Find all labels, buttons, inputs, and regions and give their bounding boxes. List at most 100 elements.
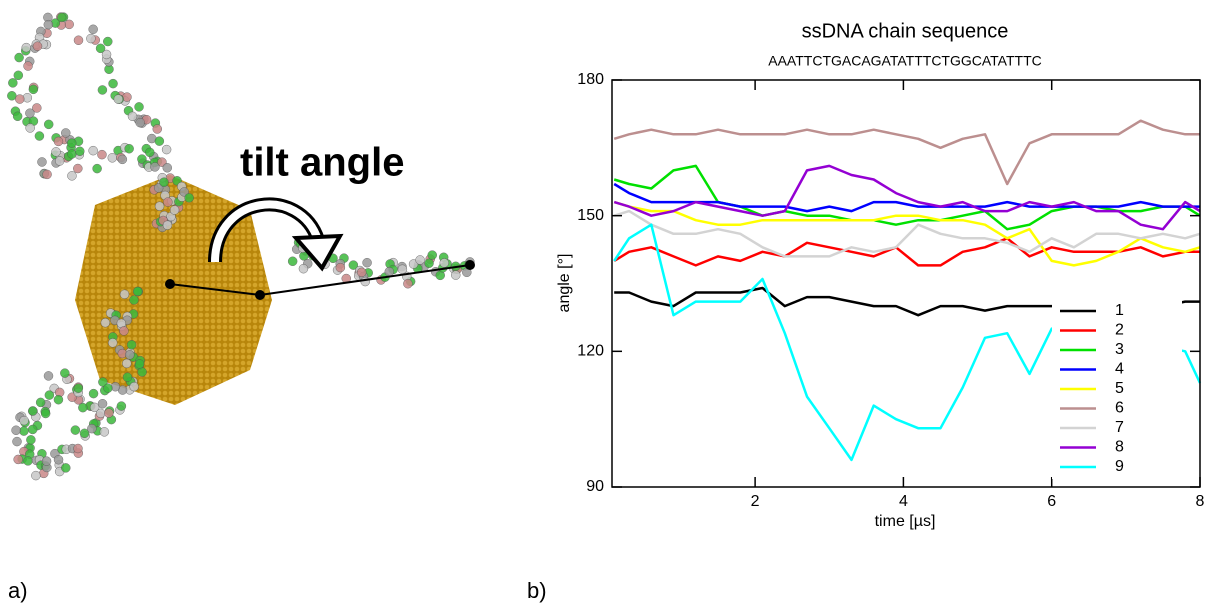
- atom: [348, 260, 359, 270]
- atom: [78, 402, 88, 413]
- series-line: [613, 164, 1201, 231]
- atom: [108, 78, 118, 89]
- panel-label: b): [527, 578, 547, 603]
- series-line: [613, 200, 1201, 267]
- atom: [99, 427, 110, 437]
- atom: [126, 340, 137, 350]
- legend-label: 4: [1115, 361, 1124, 378]
- atom: [103, 383, 113, 393]
- x-axis-label: time [µs]: [875, 513, 936, 530]
- atom: [53, 394, 64, 405]
- atom: [117, 154, 128, 165]
- y-tick-label: 120: [577, 343, 604, 360]
- x-tick-label: 6: [1047, 493, 1056, 510]
- tilt-arrow-head: [291, 233, 344, 272]
- axis-point: [165, 279, 175, 289]
- atom: [88, 388, 99, 399]
- atom: [162, 163, 173, 173]
- atom: [61, 128, 71, 138]
- atom: [44, 390, 55, 400]
- axis-point: [465, 260, 475, 270]
- atom: [21, 42, 32, 53]
- atom: [67, 149, 77, 159]
- atom: [42, 169, 52, 180]
- atom: [11, 425, 21, 436]
- atom: [360, 276, 370, 287]
- atom: [14, 52, 24, 63]
- atom: [43, 19, 54, 30]
- atom: [107, 338, 118, 348]
- atom: [88, 145, 98, 156]
- atom: [119, 326, 129, 336]
- y-axis-label: angle [°]: [556, 254, 573, 313]
- atom: [12, 436, 22, 447]
- atom: [57, 12, 67, 23]
- atom: [100, 317, 111, 328]
- atom: [43, 119, 54, 130]
- atom: [397, 264, 408, 275]
- atom: [34, 131, 45, 141]
- atom: [73, 443, 83, 454]
- atom: [415, 255, 425, 265]
- atom: [43, 371, 54, 381]
- legend-label: 8: [1115, 439, 1124, 456]
- atom: [107, 153, 118, 163]
- atom: [25, 123, 35, 133]
- atom: [97, 85, 108, 95]
- atom: [184, 193, 194, 203]
- atom: [32, 103, 42, 113]
- atom: [27, 424, 38, 435]
- atom: [37, 157, 47, 167]
- atom: [28, 406, 38, 416]
- atom: [169, 205, 180, 215]
- atom: [129, 381, 139, 392]
- y-tick-label: 90: [586, 478, 604, 495]
- atom: [154, 136, 165, 146]
- atom: [159, 177, 169, 187]
- atom: [13, 454, 23, 465]
- atom: [356, 267, 367, 278]
- tilt-arrow: [211, 200, 322, 263]
- atom: [298, 263, 309, 274]
- atom: [25, 108, 35, 118]
- atom: [134, 359, 145, 369]
- atom: [113, 94, 124, 104]
- atom: [61, 463, 71, 473]
- atom: [154, 201, 165, 211]
- atom: [70, 425, 81, 435]
- atom: [122, 358, 132, 369]
- atom: [119, 289, 130, 300]
- atom: [8, 78, 18, 88]
- atom: [7, 91, 17, 101]
- atom: [137, 154, 147, 164]
- atom: [335, 262, 346, 273]
- atom: [28, 84, 39, 95]
- atom: [132, 286, 143, 297]
- y-tick-label: 150: [577, 207, 604, 224]
- atom: [150, 162, 160, 172]
- atom: [161, 144, 172, 155]
- panel-label: a): [8, 578, 28, 603]
- atom: [35, 397, 46, 408]
- atom: [92, 163, 102, 174]
- atom: [163, 197, 173, 207]
- atom: [162, 220, 173, 230]
- legend-label: 7: [1115, 419, 1124, 436]
- series-line: [613, 164, 1201, 231]
- chart-title: ssDNA chain sequence: [802, 20, 1009, 42]
- atom: [451, 270, 461, 280]
- atom: [362, 257, 372, 268]
- atom: [86, 33, 96, 44]
- atom: [32, 41, 43, 51]
- atom: [41, 456, 52, 466]
- legend-label: 3: [1115, 341, 1124, 358]
- atom: [88, 24, 98, 35]
- atom: [129, 295, 139, 305]
- x-tick-label: 8: [1196, 493, 1205, 510]
- atom: [31, 470, 41, 481]
- atom: [15, 94, 25, 104]
- atom: [87, 423, 97, 434]
- atom: [13, 70, 24, 81]
- atom: [23, 456, 33, 466]
- atom: [53, 454, 64, 465]
